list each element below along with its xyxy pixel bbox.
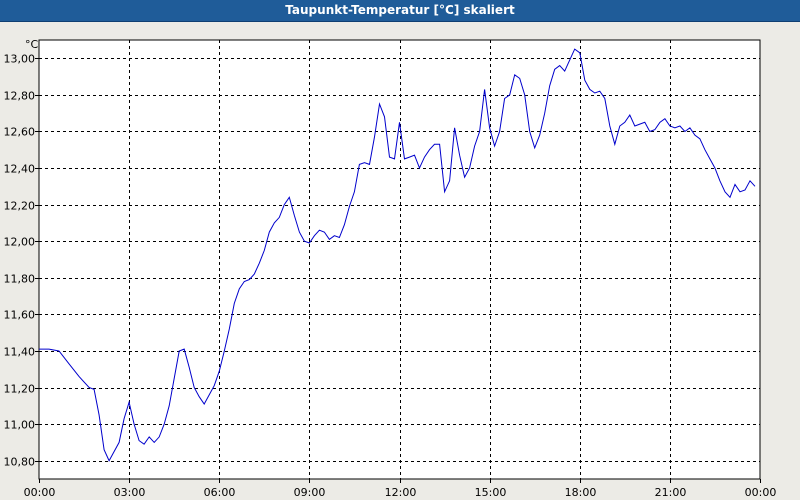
window-title: Taupunkt-Temperatur [°C] skaliert [285,3,515,17]
y-tick-label: 11,00 [4,419,36,432]
x-tick-time-label: 00:00 [24,486,56,499]
y-tick-label: 12,40 [4,163,36,176]
y-tick-label: 11,40 [4,346,36,359]
title-bar: Taupunkt-Temperatur [°C] skaliert [0,0,800,22]
x-tick-time-label: 00:00 [745,486,777,499]
x-tick-time-label: 06:00 [204,486,236,499]
x-axis: 00:0021.10.1303:0021.10.1306:0021.10.130… [24,479,777,499]
x-tick-time-label: 15:00 [475,486,507,499]
y-tick-label: 12,00 [4,236,36,249]
x-tick-time-label: 09:00 [294,486,326,499]
series-line [39,48,756,462]
x-tick-time-label: 21:00 [655,486,687,499]
x-tick-time-label: 12:00 [385,486,417,499]
grid-lines [39,40,760,479]
y-tick-label: 11,60 [4,309,36,322]
y-axis: 10,80 11,00 11,20 11,40 11,60 11,80 12,00 12,20… [4,53,39,469]
y-tick-label: 13,00 [4,53,36,66]
x-tick-time-label: 03:00 [114,486,146,499]
y-axis-unit-label: °C [25,38,39,51]
chart-frame: °C 10,80 11,00 11,20 11,40 11,60 11,80 12,00 12… [0,22,800,500]
x-tick-time-label: 18:00 [565,486,597,499]
chart: °C 10,80 11,00 11,20 11,40 11,60 11,80 12,00 12… [4,38,777,499]
y-tick-label: 11,20 [4,383,36,396]
plot-area [38,39,761,480]
y-tick-label: 12,20 [4,200,36,213]
y-tick-label: 11,80 [4,273,36,286]
y-tick-label: 12,60 [4,126,36,139]
y-tick-label: 12,80 [4,90,36,103]
y-tick-label: 10,80 [4,456,36,469]
